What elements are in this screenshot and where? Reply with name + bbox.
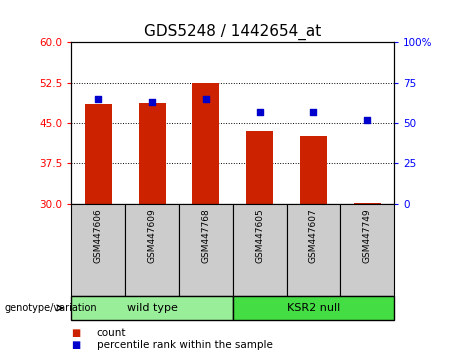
Text: count: count xyxy=(97,328,126,338)
Text: wild type: wild type xyxy=(127,303,177,313)
Text: percentile rank within the sample: percentile rank within the sample xyxy=(97,340,273,350)
Point xyxy=(202,96,210,102)
Text: KSR2 null: KSR2 null xyxy=(287,303,340,313)
Bar xyxy=(233,296,394,320)
Bar xyxy=(300,136,327,204)
Title: GDS5248 / 1442654_at: GDS5248 / 1442654_at xyxy=(144,23,321,40)
Point xyxy=(95,96,102,102)
Text: GSM447606: GSM447606 xyxy=(94,208,103,263)
Point xyxy=(148,99,156,105)
Bar xyxy=(85,104,112,204)
Bar xyxy=(233,204,287,296)
Bar xyxy=(246,131,273,204)
Point xyxy=(256,109,263,115)
Text: genotype/variation: genotype/variation xyxy=(5,303,97,313)
Text: GSM447605: GSM447605 xyxy=(255,208,264,263)
Text: GSM447768: GSM447768 xyxy=(201,208,210,263)
Bar xyxy=(340,204,394,296)
Bar xyxy=(287,204,340,296)
Text: ■: ■ xyxy=(71,328,81,338)
Bar xyxy=(179,204,233,296)
Bar xyxy=(193,83,219,204)
Bar xyxy=(71,204,125,296)
Bar xyxy=(71,296,233,320)
Bar xyxy=(125,204,179,296)
Text: ■: ■ xyxy=(71,340,81,350)
Text: GSM447607: GSM447607 xyxy=(309,208,318,263)
Bar xyxy=(139,103,165,204)
Text: GSM447609: GSM447609 xyxy=(148,208,157,263)
Text: GSM447749: GSM447749 xyxy=(363,208,372,263)
Point xyxy=(364,117,371,122)
Point xyxy=(310,109,317,115)
Bar xyxy=(354,203,381,204)
